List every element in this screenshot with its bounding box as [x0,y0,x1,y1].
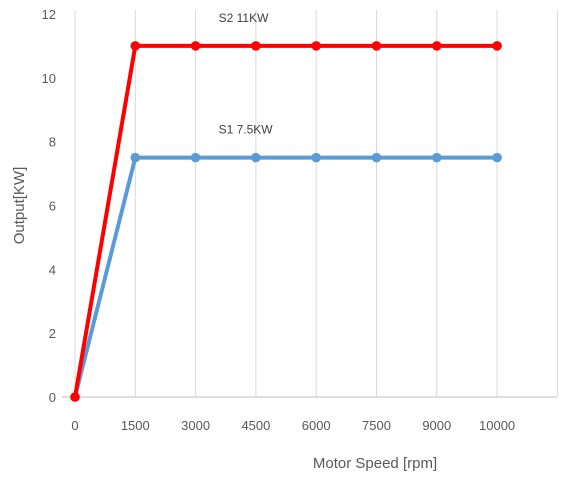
series-annotation: S2 11KW [219,11,269,25]
series-point [311,41,322,51]
axis-layer: 0 1500 3000 4500 6000 7500 9000 10000 0 2 4 6 8 10 12 M… [11,7,557,472]
y-tick-label: 4 [49,262,56,277]
x-axis-title: Motor Speed [rpm] [313,455,437,472]
label-layer: S2 11KW S1 7.5KW [219,11,274,137]
y-tick-label: 10 [42,71,56,86]
x-tick-label: 9000 [422,418,451,433]
y-axis-title: Output[KW] [11,167,28,245]
grid-layer [74,10,558,397]
x-tick-label: 6000 [302,418,331,433]
series-point [432,152,442,163]
series-point [190,41,201,51]
series-layer [70,41,502,402]
series-point [70,392,80,402]
series-point [492,41,502,51]
series-point [130,152,141,163]
series-line [73,43,500,399]
series-point [311,152,322,163]
series-annotation: S1 7.5KW [219,123,274,137]
series-point [251,152,261,163]
x-tick-label: 1500 [121,418,150,433]
y-tick-label: 12 [42,7,56,22]
series-point [190,152,201,163]
y-tick-label: 0 [49,390,56,405]
y-tick-label: 2 [49,326,56,341]
x-tick-label: 3000 [181,418,210,433]
series-point [251,41,261,51]
series-line [73,155,500,399]
series-point [371,41,382,51]
x-tick-label: 10000 [479,418,515,433]
y-tick-label: 8 [49,135,56,150]
series-point [130,41,141,51]
series-point [432,41,442,51]
x-tick-label: 7500 [362,418,391,433]
y-tick-label: 6 [49,199,56,214]
x-tick-label: 4500 [241,418,270,433]
series-point [492,152,502,163]
series-point [371,152,382,163]
x-tick-label: 0 [71,418,78,433]
